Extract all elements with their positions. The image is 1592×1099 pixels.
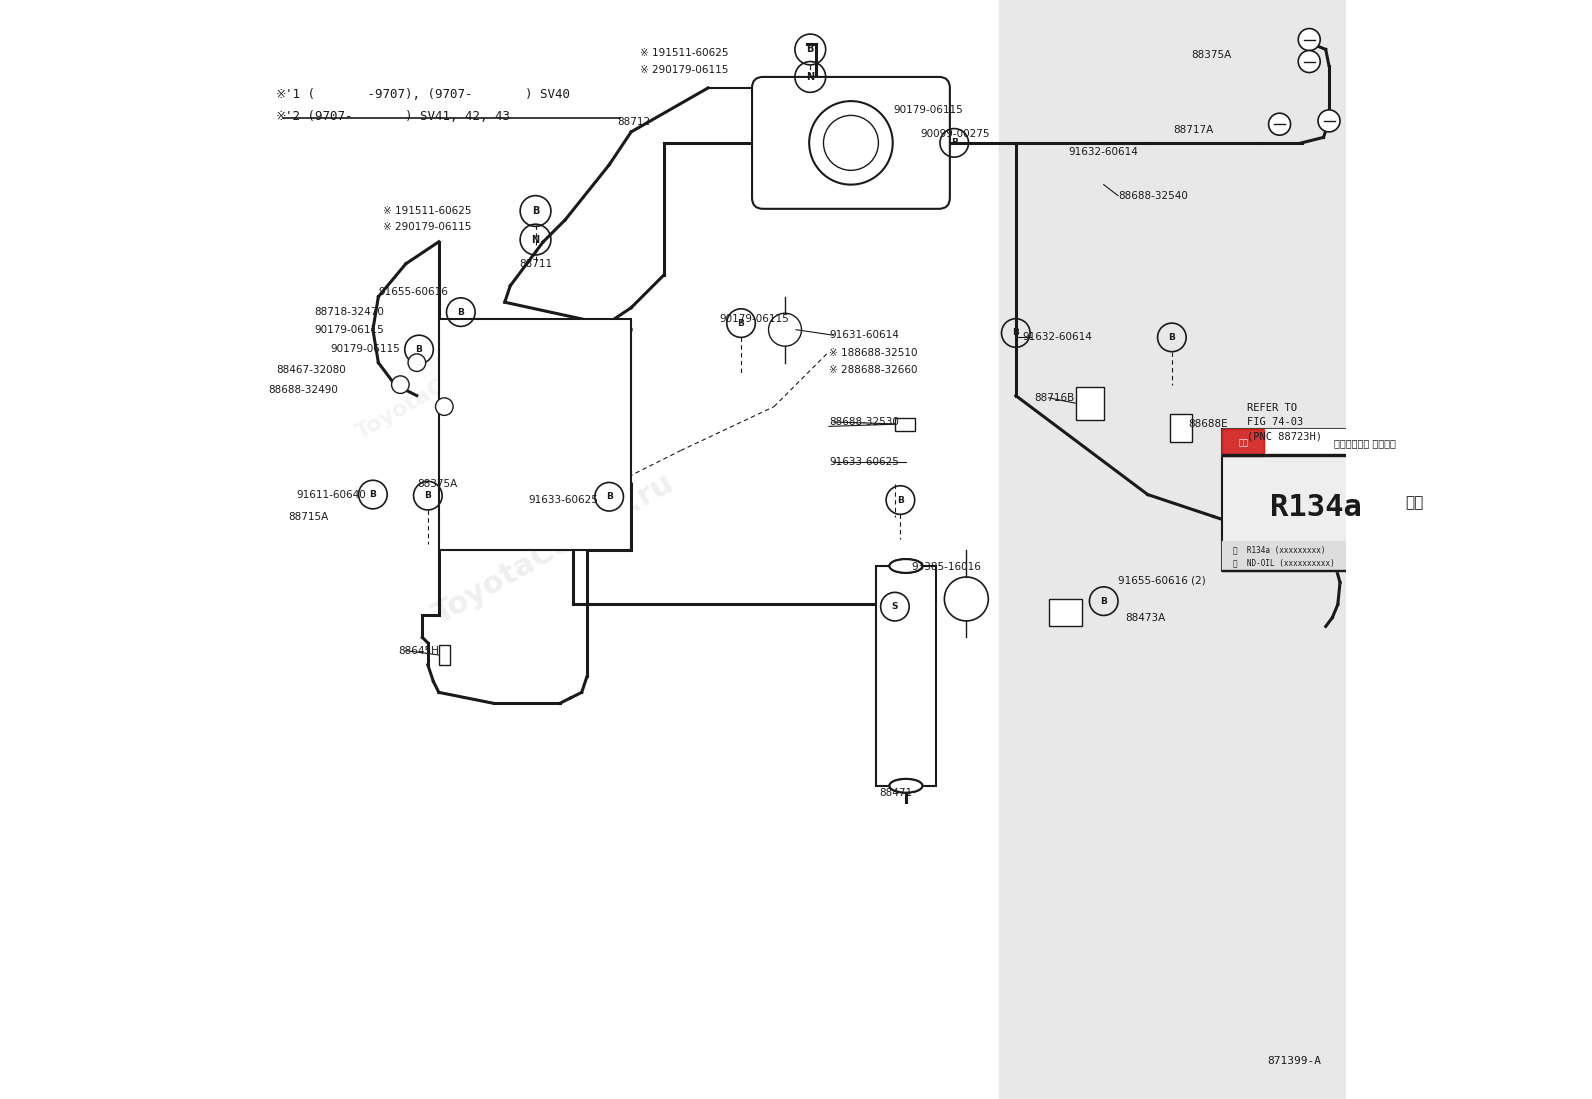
Text: 88471: 88471 bbox=[879, 788, 912, 799]
Text: 91631-60614: 91631-60614 bbox=[829, 330, 899, 341]
Text: ※ 288688-32660: ※ 288688-32660 bbox=[829, 365, 917, 376]
Text: B: B bbox=[605, 492, 613, 501]
Text: B: B bbox=[457, 308, 465, 317]
Bar bbox=[1049, 599, 1081, 626]
Text: 88718-32470: 88718-32470 bbox=[315, 307, 385, 318]
Text: '2 (9707-       ) SV41, 42, 43: '2 (9707- ) SV41, 42, 43 bbox=[285, 110, 509, 123]
Text: 専用: 専用 bbox=[1406, 495, 1423, 510]
Bar bbox=[876, 566, 936, 786]
Text: S: S bbox=[892, 602, 898, 611]
Text: B: B bbox=[1169, 333, 1175, 342]
Text: ToyotaCorner.ru: ToyotaCorner.ru bbox=[353, 326, 537, 443]
Text: 90179-06115: 90179-06115 bbox=[315, 324, 384, 335]
Text: 88688E: 88688E bbox=[1188, 419, 1227, 430]
Bar bbox=[1223, 454, 1453, 456]
Text: B: B bbox=[1100, 597, 1106, 606]
Text: 88688-32530: 88688-32530 bbox=[829, 417, 899, 428]
Text: 93385-16016: 93385-16016 bbox=[911, 562, 981, 573]
Text: 注意: 注意 bbox=[1239, 439, 1248, 447]
Text: 90179-06115: 90179-06115 bbox=[720, 313, 788, 324]
Text: ※ 290179-06115: ※ 290179-06115 bbox=[640, 65, 728, 76]
Circle shape bbox=[1297, 51, 1320, 73]
Text: B: B bbox=[532, 206, 540, 217]
Text: 88467-32080: 88467-32080 bbox=[275, 365, 345, 376]
Bar bbox=[439, 319, 630, 550]
Circle shape bbox=[1318, 110, 1340, 132]
Text: 90179-06115: 90179-06115 bbox=[330, 344, 400, 355]
Text: B: B bbox=[896, 496, 904, 504]
Text: 91655-60616: 91655-60616 bbox=[379, 287, 449, 298]
Text: ※ 290179-06115: ※ 290179-06115 bbox=[382, 222, 471, 233]
Text: 注  R134a (xxxxxxxxx): 注 R134a (xxxxxxxxx) bbox=[1234, 545, 1326, 554]
Text: R134a: R134a bbox=[1270, 493, 1361, 522]
Text: 91632-60614: 91632-60614 bbox=[1068, 146, 1138, 157]
Text: 88375A: 88375A bbox=[417, 478, 457, 489]
Bar bbox=[1223, 570, 1453, 571]
Bar bbox=[1170, 414, 1192, 442]
Bar bbox=[876, 566, 936, 786]
Bar bbox=[1223, 429, 1264, 456]
Text: 注  ND-OIL (xxxxxxxxxx): 注 ND-OIL (xxxxxxxxxx) bbox=[1234, 558, 1336, 567]
Text: B: B bbox=[1013, 329, 1019, 337]
Text: B: B bbox=[737, 319, 745, 328]
Text: 90179-06115: 90179-06115 bbox=[893, 104, 963, 115]
Text: カーエアコン システム: カーエアコン システム bbox=[1334, 437, 1396, 448]
Ellipse shape bbox=[890, 559, 922, 573]
Bar bbox=[1000, 0, 1345, 1099]
Text: ToyotaCorner.ru: ToyotaCorner.ru bbox=[428, 469, 680, 630]
Text: 91632-60614: 91632-60614 bbox=[1022, 332, 1092, 343]
Text: 88717A: 88717A bbox=[1173, 124, 1213, 135]
Text: 88716B: 88716B bbox=[1035, 392, 1075, 403]
Text: ※ 191511-60625: ※ 191511-60625 bbox=[640, 47, 729, 58]
Text: 88645H: 88645H bbox=[398, 645, 439, 656]
Text: 88375A: 88375A bbox=[1192, 49, 1232, 60]
Text: ※ 191511-60625: ※ 191511-60625 bbox=[382, 206, 471, 217]
Text: ※: ※ bbox=[275, 110, 287, 123]
Text: ※ 188688-32510: ※ 188688-32510 bbox=[829, 347, 917, 358]
Text: 90099-00275: 90099-00275 bbox=[920, 129, 990, 140]
Text: '1 (       -9707), (9707-       ) SV40: '1 ( -9707), (9707- ) SV40 bbox=[285, 88, 570, 101]
Text: B: B bbox=[416, 345, 422, 354]
Bar bbox=[247, 0, 1000, 1099]
Text: REFER TO
FIG 74-03
(PNC 88723H): REFER TO FIG 74-03 (PNC 88723H) bbox=[1247, 403, 1321, 441]
Bar bbox=[1223, 541, 1453, 571]
Text: B: B bbox=[950, 138, 958, 147]
Text: 88711: 88711 bbox=[519, 258, 552, 269]
Text: ※: ※ bbox=[275, 88, 287, 101]
Text: B: B bbox=[807, 44, 814, 55]
Text: 88715A: 88715A bbox=[288, 511, 328, 522]
Text: B: B bbox=[369, 490, 376, 499]
Circle shape bbox=[436, 398, 454, 415]
Circle shape bbox=[408, 354, 425, 371]
Bar bbox=[1223, 429, 1453, 456]
Bar bbox=[895, 418, 915, 431]
Circle shape bbox=[1269, 113, 1291, 135]
Text: B: B bbox=[425, 491, 431, 500]
Text: 91611-60640: 91611-60640 bbox=[296, 489, 366, 500]
FancyBboxPatch shape bbox=[751, 77, 950, 209]
Text: 91633-60625: 91633-60625 bbox=[829, 456, 899, 467]
Text: 88473A: 88473A bbox=[1126, 612, 1165, 623]
Text: 88688-32490: 88688-32490 bbox=[269, 385, 339, 396]
Circle shape bbox=[392, 376, 409, 393]
FancyBboxPatch shape bbox=[1223, 429, 1453, 571]
Bar bbox=[439, 645, 451, 665]
Text: 91655-60616 (2): 91655-60616 (2) bbox=[1118, 575, 1205, 586]
Bar bbox=[1076, 387, 1103, 420]
Text: N: N bbox=[532, 234, 540, 245]
Circle shape bbox=[1297, 29, 1320, 51]
Text: 88712: 88712 bbox=[616, 116, 650, 127]
Ellipse shape bbox=[890, 779, 922, 792]
Text: N: N bbox=[806, 71, 815, 82]
Text: 88688-32540: 88688-32540 bbox=[1118, 190, 1188, 201]
Text: 91633-60625: 91633-60625 bbox=[529, 495, 599, 506]
Text: 871399-A: 871399-A bbox=[1267, 1056, 1321, 1066]
